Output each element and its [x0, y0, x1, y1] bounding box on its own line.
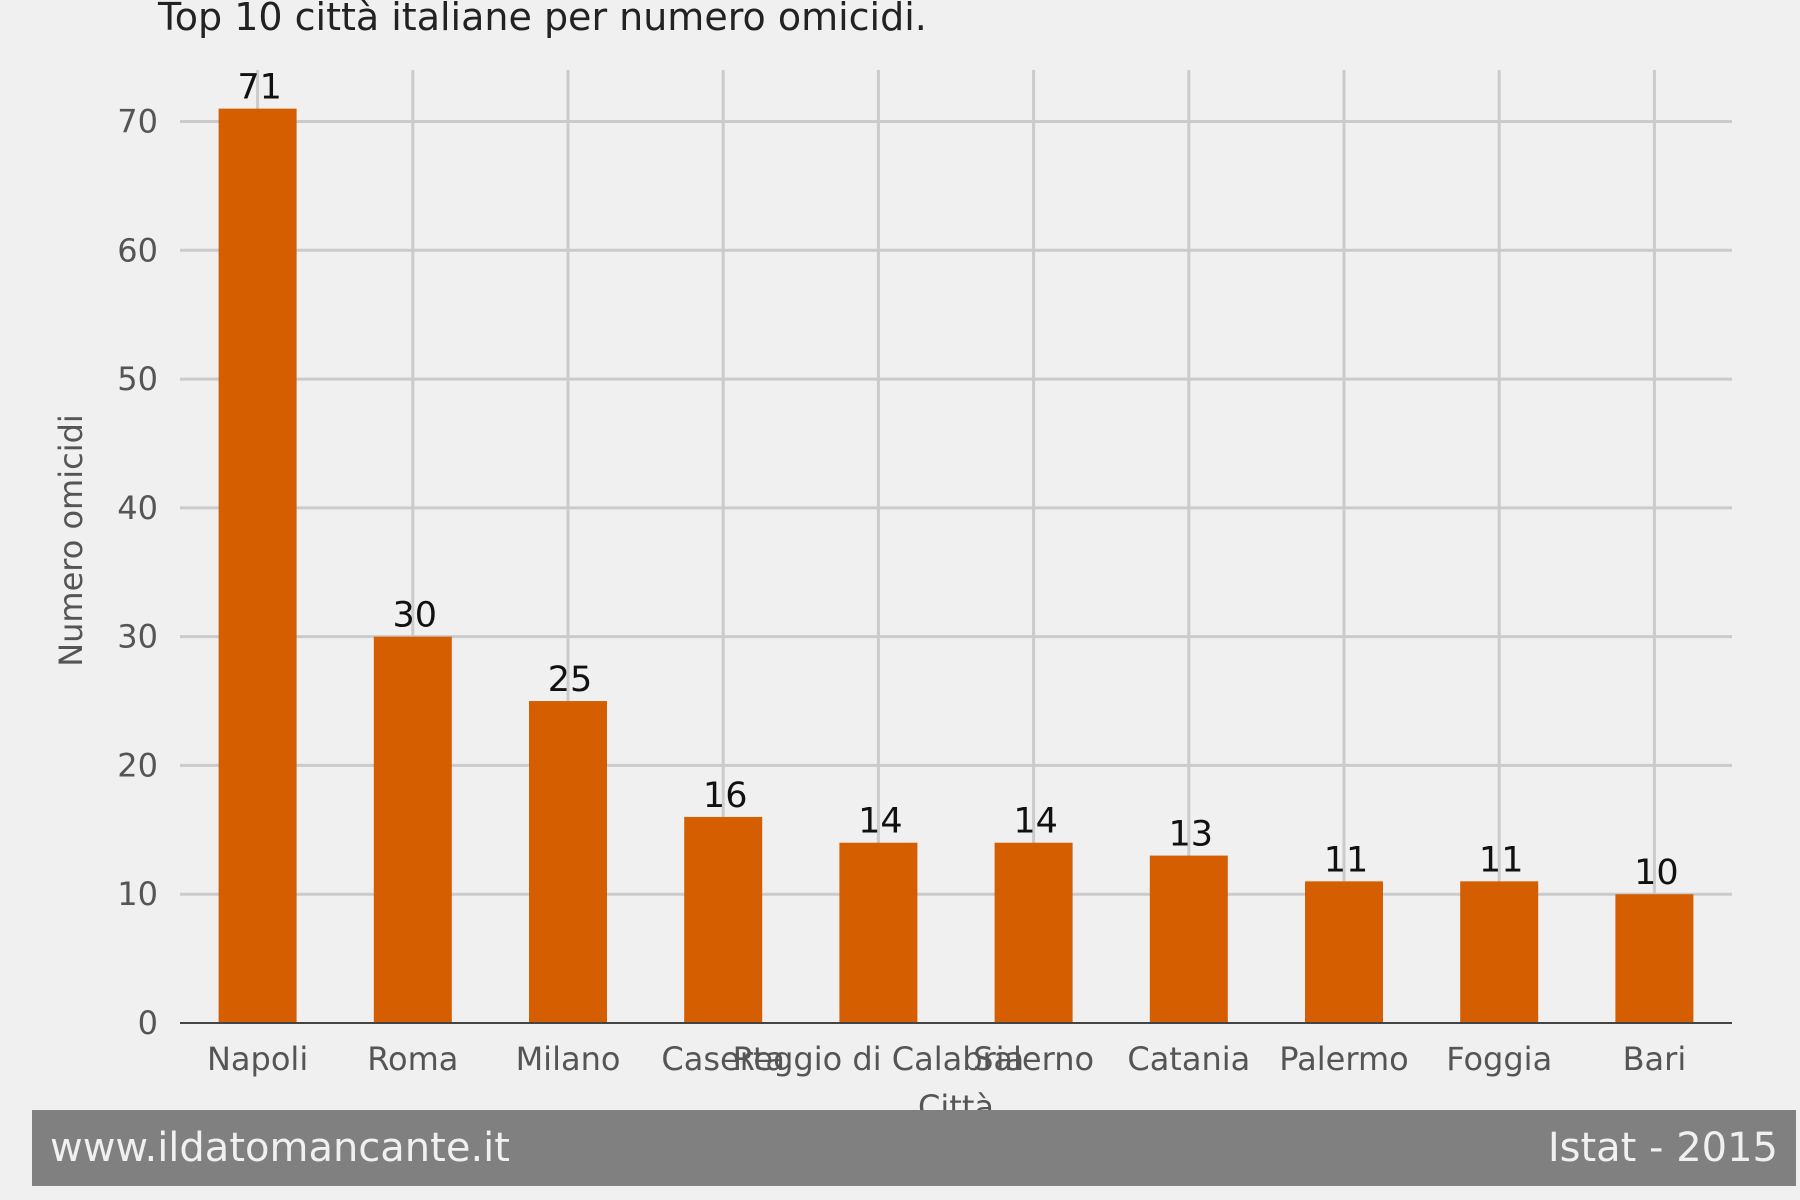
- y-tick-label: 10: [117, 875, 158, 913]
- data-label: 71: [237, 68, 282, 108]
- chart-title: Top 10 città italiane per numero omicidi…: [157, 0, 927, 39]
- bar: [1460, 881, 1539, 1023]
- x-tick-label: Bari: [1623, 1040, 1687, 1078]
- x-tick-label: Napoli: [207, 1040, 308, 1078]
- data-label: 14: [1013, 802, 1058, 842]
- footer-site-text: www.ildatomancante.it: [50, 1125, 510, 1171]
- bar: [684, 816, 763, 1023]
- x-tick-label: Caserta: [661, 1040, 785, 1078]
- data-label: 16: [703, 776, 748, 816]
- x-tick-label: Reggio di Calabria: [733, 1040, 1025, 1078]
- bar: [218, 108, 297, 1023]
- y-tick-labels: 0 10 20 30 40 50 60 70: [117, 103, 158, 1042]
- bar: [529, 701, 607, 1023]
- y-tick-label: 40: [117, 489, 158, 527]
- x-tick-label: Salerno: [973, 1040, 1094, 1078]
- bar: [839, 842, 918, 1023]
- data-label: 11: [1479, 840, 1524, 880]
- bar: [1305, 881, 1383, 1023]
- y-axis-label: Numero omicidi: [52, 414, 90, 667]
- bar: [1149, 855, 1228, 1023]
- bar: [1615, 894, 1694, 1023]
- x-tick-label: Catania: [1127, 1040, 1250, 1078]
- bar: [373, 636, 452, 1023]
- footer-bar: www.ildatomancante.it Istat - 2015: [32, 1110, 1796, 1186]
- x-tick-label: Milano: [516, 1040, 621, 1078]
- y-tick-label: 70: [117, 103, 158, 141]
- x-tick-label: Foggia: [1446, 1040, 1552, 1078]
- data-label: 30: [393, 596, 438, 636]
- footer-source-text: Istat - 2015: [1547, 1125, 1778, 1171]
- x-tick-label: Palermo: [1279, 1040, 1408, 1078]
- y-tick-label: 20: [117, 746, 158, 784]
- bar: [994, 842, 1073, 1023]
- x-tick-label: Roma: [367, 1040, 458, 1078]
- data-label: 14: [858, 802, 903, 842]
- data-label: 11: [1324, 840, 1369, 880]
- y-tick-label: 60: [117, 231, 158, 269]
- bars: [218, 108, 1694, 1023]
- data-labels: 71 30 25 16 14 14 13 11 11 10: [237, 68, 1678, 894]
- data-label: 10: [1634, 853, 1679, 893]
- y-tick-label: 0: [138, 1004, 158, 1042]
- y-tick-label: 30: [117, 618, 158, 656]
- y-tick-label: 50: [117, 360, 158, 398]
- data-label: 13: [1169, 815, 1214, 855]
- data-label: 25: [548, 660, 593, 700]
